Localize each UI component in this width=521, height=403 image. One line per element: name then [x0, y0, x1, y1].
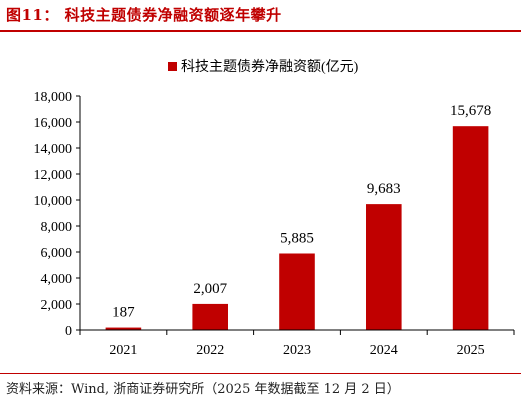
y-tick-label: 12,000: [34, 168, 73, 183]
x-tick-label: 2022: [196, 343, 224, 358]
bar: [192, 303, 228, 330]
y-tick-label: 6,000: [41, 246, 73, 261]
y-tick-label: 0: [65, 324, 72, 339]
data-label: 187: [112, 305, 135, 321]
x-axis: 2021 2022 2023 2024 2025: [79, 329, 515, 358]
chart-container: 科技主题债券净融资额(亿元) 0 2,000 4,000 6,000 8,000 10,0…: [0, 34, 521, 372]
y-tick-label: 18,000: [34, 90, 73, 105]
title-divider: [0, 30, 521, 32]
legend-label: 科技主题债券净融资额(亿元): [181, 59, 359, 75]
figure-title: 图11： 科技主题债券净融资额逐年攀升: [6, 6, 282, 24]
bar: [366, 204, 402, 330]
x-tick-label: 2024: [370, 343, 398, 358]
legend: 科技主题债券净融资额(亿元): [168, 59, 359, 75]
y-tick-label: 14,000: [34, 142, 73, 157]
bar-chart: 科技主题债券净融资额(亿元) 0 2,000 4,000 6,000 8,000 10,0…: [34, 59, 515, 358]
y-tick-label: 8,000: [41, 220, 73, 235]
y-tick-label: 2,000: [41, 298, 73, 313]
data-label: 5,885: [280, 230, 314, 246]
data-label: 2,007: [193, 281, 227, 297]
y-tick-label: 10,000: [34, 194, 73, 209]
data-label: 15,678: [450, 103, 491, 119]
footer-divider: [0, 373, 521, 374]
bar: [452, 126, 489, 330]
data-label: 9,683: [367, 181, 401, 197]
y-tick-label: 16,000: [34, 116, 73, 131]
x-tick-label: 2021: [109, 343, 137, 358]
bars: 187 2,007 5,885 9,683 15,678: [105, 103, 491, 330]
x-tick-label: 2023: [283, 343, 311, 358]
bar: [105, 327, 142, 330]
bar: [279, 253, 315, 330]
y-tick-label: 4,000: [41, 272, 73, 287]
y-axis: 0 2,000 4,000 6,000 8,000 10,000 12,000 14,000 1…: [34, 90, 81, 339]
x-tick-label: 2025: [457, 343, 485, 358]
legend-swatch: [168, 62, 177, 71]
source-note: 资料来源：Wind, 浙商证券研究所（2025 年数据截至 12 月 2 日）: [6, 382, 400, 397]
